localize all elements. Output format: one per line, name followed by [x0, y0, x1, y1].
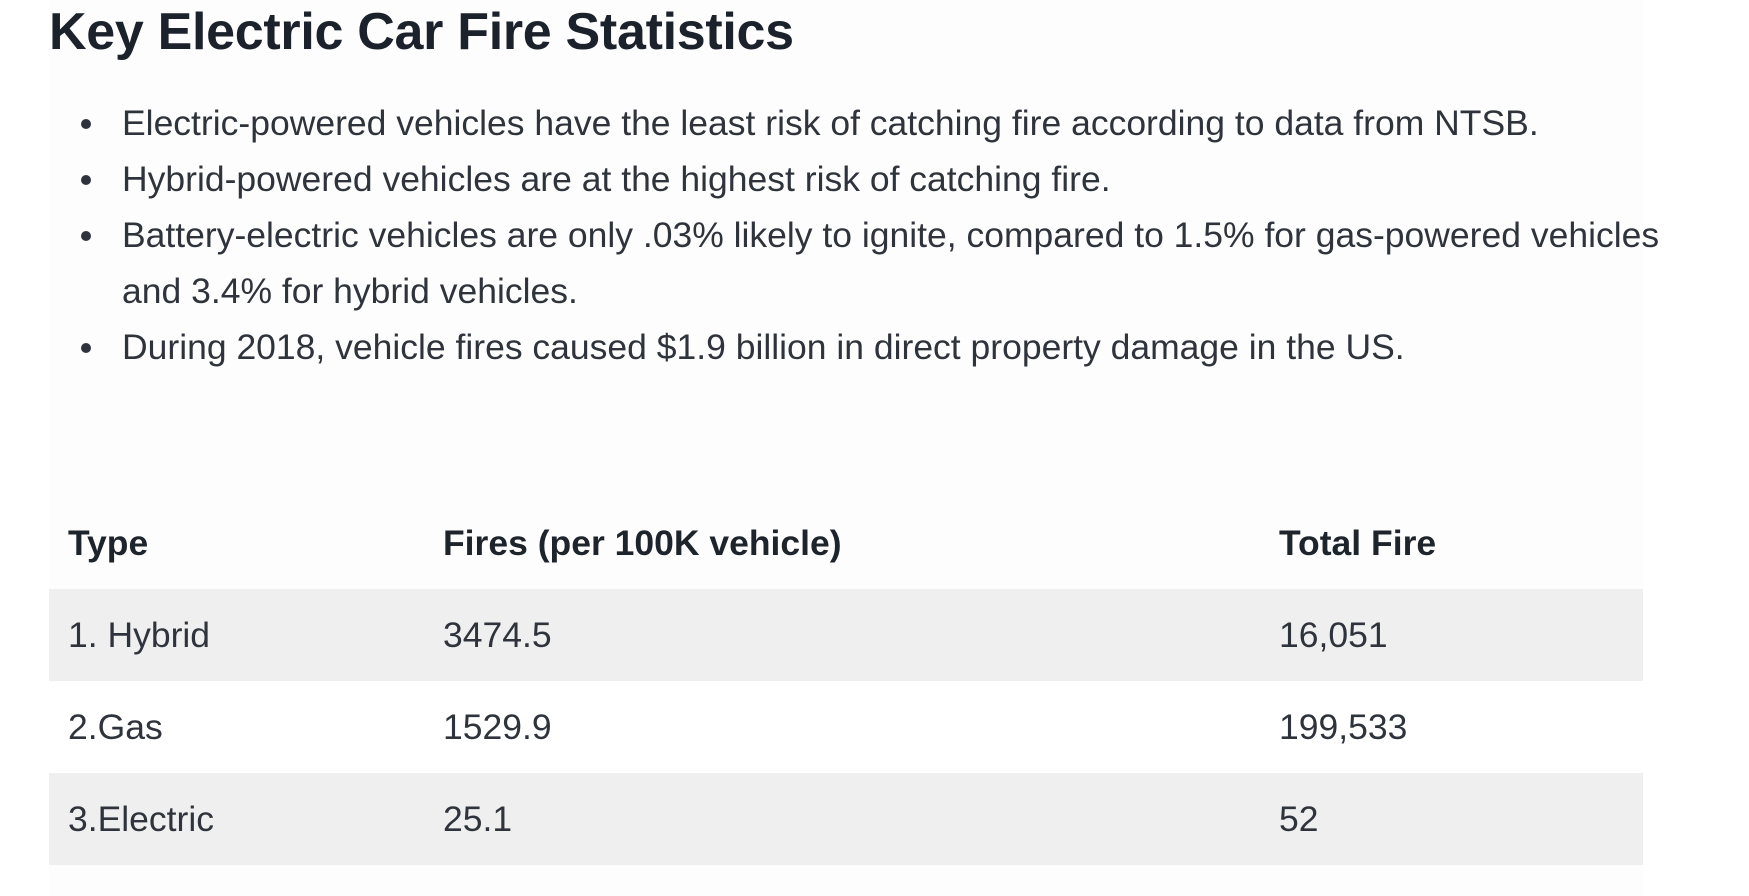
cell-type: 3.Electric: [68, 798, 214, 839]
list-item: Battery-electric vehicles are only .03% …: [81, 207, 1722, 319]
cell-total-fire: 16,051: [1279, 614, 1388, 655]
list-item: During 2018, vehicle fires caused $1.9 b…: [81, 319, 1722, 375]
cell-type: 1. Hybrid: [68, 614, 211, 655]
column-header-fires-per-100k: Fires (per 100K vehicle): [443, 522, 842, 563]
table-row: 3.Electric 25.1 52: [49, 773, 1643, 865]
cell-total-fire: 52: [1279, 798, 1319, 839]
table-row: 1. Hybrid 3474.5 16,051: [49, 589, 1643, 681]
fire-stats-table: Type Fires (per 100K vehicle) Total Fire…: [49, 497, 1643, 865]
key-stats-list: Electric-powered vehicles have the least…: [49, 95, 1722, 375]
list-item: Electric-powered vehicles have the least…: [81, 95, 1722, 151]
cell-fires-per-100k: 25.1: [443, 798, 513, 839]
table-header-row: Type Fires (per 100K vehicle) Total Fire: [49, 497, 1643, 589]
article-card: [49, 0, 1643, 896]
column-header-type: Type: [68, 522, 149, 563]
cell-fires-per-100k: 1529.9: [443, 706, 552, 747]
list-item: Hybrid-powered vehicles are at the highe…: [81, 151, 1722, 207]
cell-type: 2.Gas: [68, 706, 163, 747]
cell-total-fire: 199,533: [1279, 706, 1408, 747]
page-title: Key Electric Car Fire Statistics: [49, 3, 794, 61]
column-header-total-fire: Total Fire: [1279, 522, 1437, 563]
table-row: 2.Gas 1529.9 199,533: [49, 681, 1643, 773]
cell-fires-per-100k: 3474.5: [443, 614, 552, 655]
